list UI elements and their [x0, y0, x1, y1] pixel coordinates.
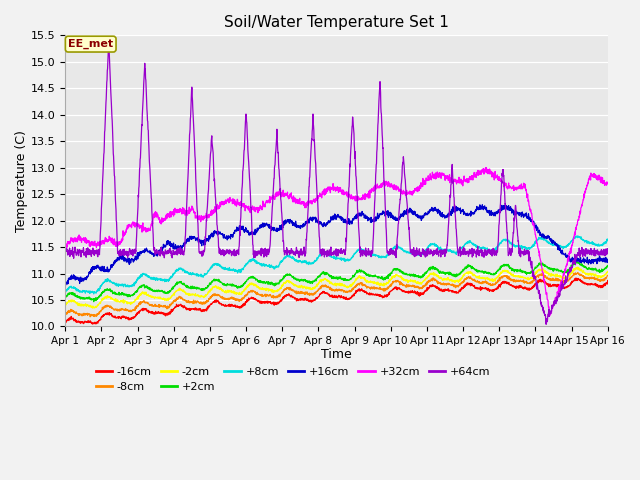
Title: Soil/Water Temperature Set 1: Soil/Water Temperature Set 1	[224, 15, 449, 30]
X-axis label: Time: Time	[321, 348, 352, 360]
Text: EE_met: EE_met	[68, 39, 113, 49]
Legend: -16cm, -8cm, -2cm, +2cm, +8cm, +16cm, +32cm, +64cm: -16cm, -8cm, -2cm, +2cm, +8cm, +16cm, +3…	[92, 362, 495, 396]
Y-axis label: Temperature (C): Temperature (C)	[15, 130, 28, 232]
